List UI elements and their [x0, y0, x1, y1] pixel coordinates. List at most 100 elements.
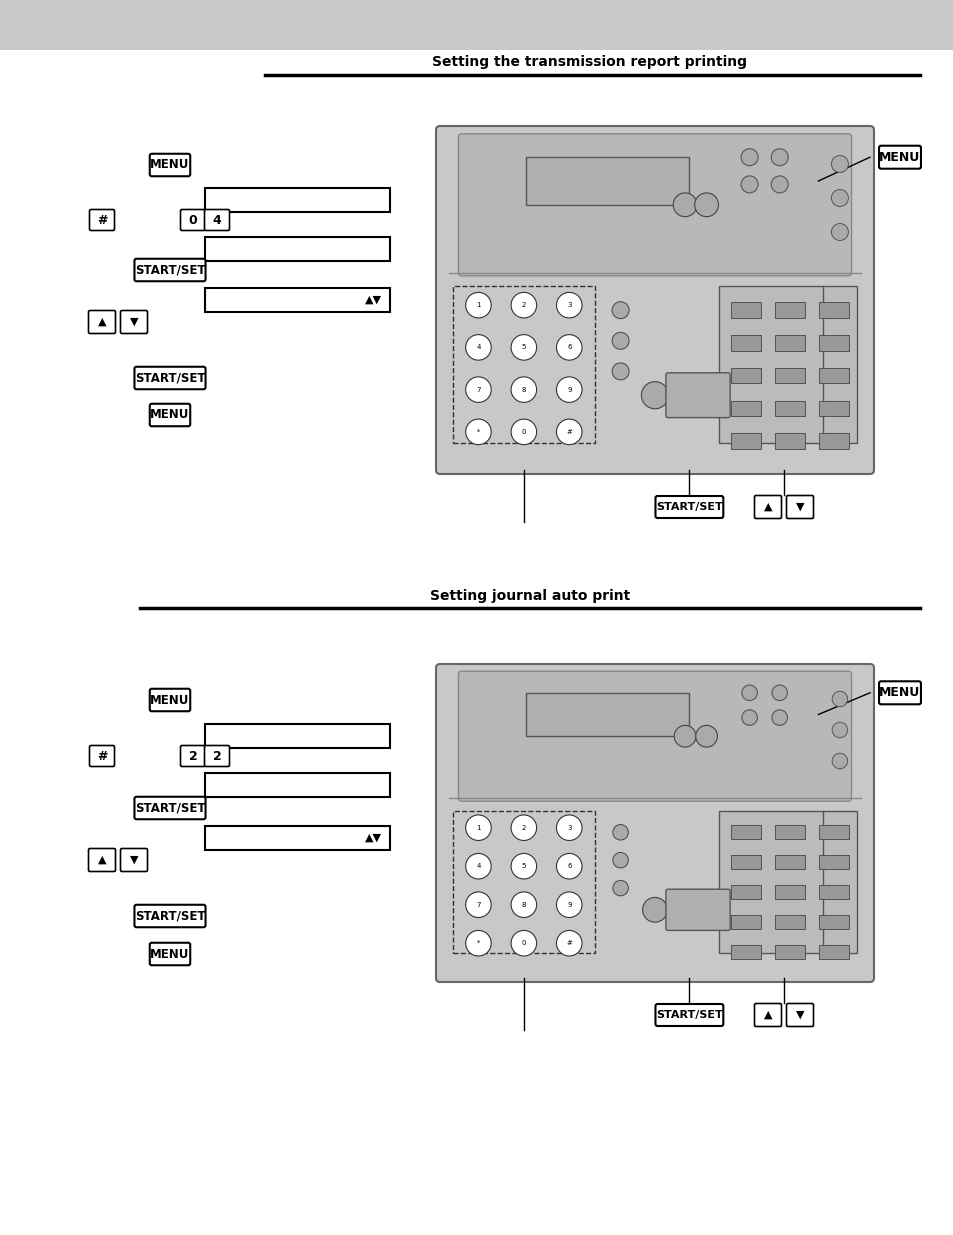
- FancyBboxPatch shape: [180, 746, 205, 767]
- Bar: [453, 287, 594, 443]
- Circle shape: [741, 685, 757, 700]
- Bar: [774, 433, 804, 450]
- Text: 7: 7: [476, 387, 480, 393]
- Circle shape: [511, 930, 536, 956]
- Bar: [818, 303, 848, 317]
- Text: 0: 0: [521, 940, 525, 946]
- Bar: [730, 368, 760, 383]
- Bar: [818, 825, 848, 839]
- Text: 2: 2: [189, 750, 197, 762]
- Circle shape: [556, 377, 581, 403]
- FancyBboxPatch shape: [120, 310, 148, 333]
- Text: #: #: [96, 214, 107, 226]
- Text: MENU: MENU: [151, 694, 190, 706]
- Bar: [818, 368, 848, 383]
- Bar: [818, 945, 848, 958]
- Bar: [205, 826, 390, 850]
- Circle shape: [830, 224, 847, 241]
- Text: START/SET: START/SET: [656, 1010, 722, 1020]
- FancyBboxPatch shape: [150, 942, 190, 966]
- Bar: [0, 0, 953, 49]
- Circle shape: [465, 892, 491, 918]
- Text: 0: 0: [189, 214, 197, 226]
- Circle shape: [674, 725, 696, 747]
- Text: ▲: ▲: [97, 855, 106, 864]
- FancyBboxPatch shape: [754, 1004, 781, 1026]
- FancyBboxPatch shape: [458, 133, 851, 275]
- FancyBboxPatch shape: [150, 689, 190, 711]
- Circle shape: [465, 815, 491, 841]
- Circle shape: [511, 853, 536, 879]
- Text: 9: 9: [566, 902, 571, 908]
- Bar: [730, 855, 760, 869]
- Bar: [730, 945, 760, 958]
- Text: START/SET: START/SET: [656, 501, 722, 513]
- Circle shape: [465, 419, 491, 445]
- Circle shape: [612, 363, 628, 380]
- FancyBboxPatch shape: [785, 1004, 813, 1026]
- FancyBboxPatch shape: [134, 797, 205, 819]
- FancyBboxPatch shape: [90, 746, 114, 767]
- Bar: [818, 855, 848, 869]
- Text: #: #: [96, 750, 107, 762]
- Circle shape: [771, 710, 786, 725]
- Text: 0: 0: [521, 429, 525, 435]
- FancyBboxPatch shape: [134, 259, 205, 282]
- Bar: [453, 810, 594, 953]
- Circle shape: [831, 722, 847, 737]
- Bar: [719, 810, 856, 953]
- Text: 4: 4: [213, 214, 221, 226]
- Bar: [818, 400, 848, 416]
- Bar: [730, 433, 760, 450]
- Text: 9: 9: [566, 387, 571, 393]
- Bar: [719, 287, 856, 443]
- Circle shape: [465, 377, 491, 403]
- Circle shape: [465, 293, 491, 317]
- FancyBboxPatch shape: [204, 746, 230, 767]
- Bar: [730, 400, 760, 416]
- Circle shape: [612, 301, 628, 319]
- Circle shape: [740, 175, 758, 193]
- Text: 5: 5: [521, 345, 525, 351]
- Text: MENU: MENU: [879, 687, 920, 699]
- Text: MENU: MENU: [151, 947, 190, 961]
- Circle shape: [673, 193, 697, 216]
- Bar: [774, 368, 804, 383]
- Bar: [730, 915, 760, 929]
- FancyBboxPatch shape: [89, 310, 115, 333]
- FancyBboxPatch shape: [458, 671, 851, 802]
- Text: 2: 2: [213, 750, 221, 762]
- Bar: [525, 157, 689, 205]
- Text: 7: 7: [476, 902, 480, 908]
- FancyBboxPatch shape: [436, 664, 873, 982]
- Text: #: #: [566, 429, 572, 435]
- Bar: [205, 237, 390, 261]
- Circle shape: [770, 148, 787, 165]
- FancyBboxPatch shape: [150, 404, 190, 426]
- FancyBboxPatch shape: [665, 889, 729, 930]
- Circle shape: [511, 293, 536, 317]
- Text: *: *: [476, 940, 479, 946]
- Bar: [818, 335, 848, 351]
- Text: ▲: ▲: [97, 317, 106, 327]
- FancyBboxPatch shape: [754, 495, 781, 519]
- Text: 5: 5: [521, 863, 525, 869]
- Text: START/SET: START/SET: [134, 372, 205, 384]
- Text: ▲: ▲: [763, 1010, 771, 1020]
- Bar: [730, 303, 760, 317]
- Text: START/SET: START/SET: [134, 909, 205, 923]
- Text: ▼: ▼: [130, 317, 138, 327]
- Bar: [774, 825, 804, 839]
- FancyBboxPatch shape: [878, 682, 920, 704]
- Text: Setting journal auto print: Setting journal auto print: [430, 589, 630, 603]
- Text: ▲: ▲: [763, 501, 771, 513]
- Bar: [205, 188, 390, 212]
- Text: ▲▼: ▲▼: [365, 295, 381, 305]
- Bar: [774, 855, 804, 869]
- FancyBboxPatch shape: [89, 848, 115, 872]
- Circle shape: [556, 293, 581, 317]
- Text: Setting the transmission report printing: Setting the transmission report printing: [432, 56, 747, 69]
- FancyBboxPatch shape: [134, 367, 205, 389]
- Text: #: #: [566, 940, 572, 946]
- Bar: [205, 724, 390, 748]
